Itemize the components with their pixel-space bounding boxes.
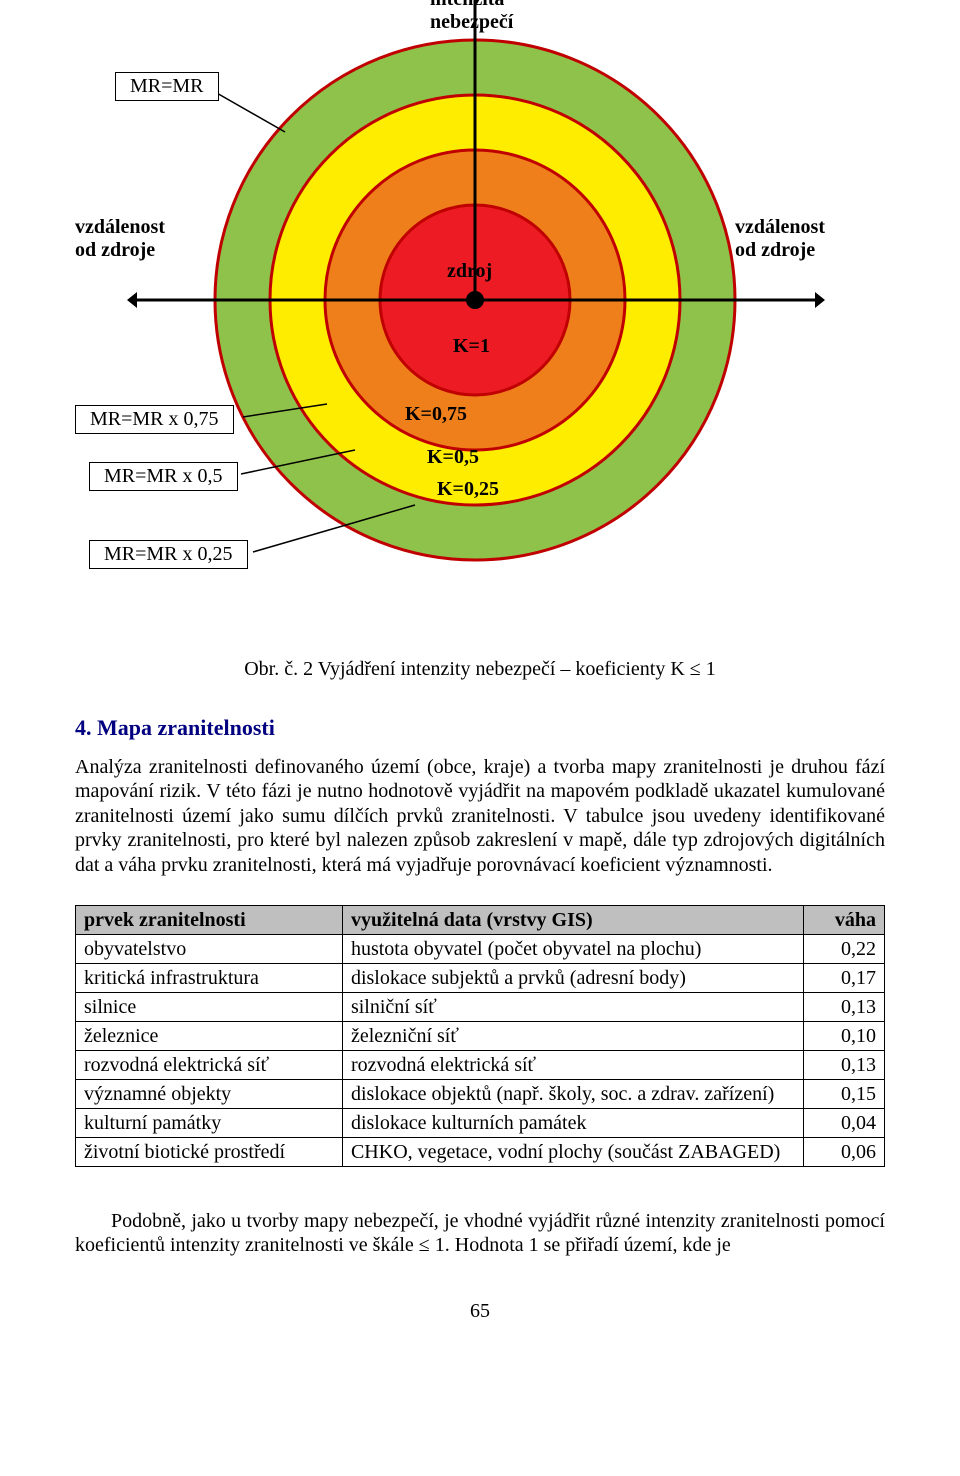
k-label-3: K=0,5 bbox=[427, 446, 479, 469]
cell-vaha: 0,17 bbox=[804, 963, 885, 992]
cell-vaha: 0,06 bbox=[804, 1137, 885, 1166]
th-data: využitelná data (vrstvy GIS) bbox=[342, 905, 803, 934]
center-label-zdroj: zdroj bbox=[447, 260, 492, 283]
cell-data: CHKO, vegetace, vodní plochy (součást ZA… bbox=[342, 1137, 803, 1166]
cell-data: dislokace subjektů a prvků (adresní body… bbox=[342, 963, 803, 992]
cell-data: silniční síť bbox=[342, 992, 803, 1021]
cell-vaha: 0,13 bbox=[804, 992, 885, 1021]
table-row: obyvatelstvohustota obyvatel (počet obyv… bbox=[76, 934, 885, 963]
cell-vaha: 0,13 bbox=[804, 1050, 885, 1079]
cell-data: hustota obyvatel (počet obyvatel na ploc… bbox=[342, 934, 803, 963]
cell-data: železniční síť bbox=[342, 1021, 803, 1050]
vulnerability-table: prvek zranitelnosti využitelná data (vrs… bbox=[75, 905, 885, 1167]
table-row: kulturní památkydislokace kulturních pam… bbox=[76, 1108, 885, 1137]
th-vaha: váha bbox=[804, 905, 885, 934]
cell-prvek: kritická infrastruktura bbox=[76, 963, 343, 992]
left-axis-label: vzdálenostod zdroje bbox=[75, 216, 165, 262]
table-header-row: prvek zranitelnosti využitelná data (vrs… bbox=[76, 905, 885, 934]
mr-box-1: MR=MR bbox=[115, 72, 219, 101]
cell-vaha: 0,15 bbox=[804, 1079, 885, 1108]
tail-paragraph: Podobně, jako u tvorby mapy nebezpečí, j… bbox=[75, 1209, 885, 1258]
mr-box-2: MR=MR x 0,75 bbox=[75, 405, 234, 434]
section-heading: 4. Mapa zranitelnosti bbox=[75, 715, 885, 741]
cell-prvek: kulturní památky bbox=[76, 1108, 343, 1137]
cell-vaha: 0,04 bbox=[804, 1108, 885, 1137]
table-row: životní biotické prostředíCHKO, vegetace… bbox=[76, 1137, 885, 1166]
cell-data: dislokace kulturních památek bbox=[342, 1108, 803, 1137]
k-label-2: K=0,75 bbox=[405, 403, 467, 426]
cell-prvek: významné objekty bbox=[76, 1079, 343, 1108]
table-row: rozvodná elektrická síťrozvodná elektric… bbox=[76, 1050, 885, 1079]
figure-caption: Obr. č. 2 Vyjádření intenzity nebezpečí … bbox=[75, 658, 885, 681]
cell-vaha: 0,10 bbox=[804, 1021, 885, 1050]
cell-prvek: životní biotické prostředí bbox=[76, 1137, 343, 1166]
mr-box-4: MR=MR x 0,25 bbox=[89, 540, 248, 569]
table-row: silnicesilniční síť0,13 bbox=[76, 992, 885, 1021]
cell-prvek: železnice bbox=[76, 1021, 343, 1050]
cell-vaha: 0,22 bbox=[804, 934, 885, 963]
cell-prvek: silnice bbox=[76, 992, 343, 1021]
mr-box-3: MR=MR x 0,5 bbox=[89, 462, 238, 491]
page-number: 65 bbox=[75, 1300, 885, 1323]
th-prvek: prvek zranitelnosti bbox=[76, 905, 343, 934]
k-label-4: K=0,25 bbox=[437, 478, 499, 501]
cell-prvek: rozvodná elektrická síť bbox=[76, 1050, 343, 1079]
diagram-title: intenzitanebezpečí bbox=[430, 0, 513, 34]
table-row: kritická infrastrukturadislokace subjekt… bbox=[76, 963, 885, 992]
hazard-intensity-diagram: intenzitanebezpečí vzdálenostod zdroje v… bbox=[75, 0, 885, 640]
cell-data: rozvodná elektrická síť bbox=[342, 1050, 803, 1079]
table-row: významné objektydislokace objektů (např.… bbox=[76, 1079, 885, 1108]
section-paragraph: Analýza zranitelnosti definovaného území… bbox=[75, 755, 885, 877]
table-row: železniceželezniční síť0,10 bbox=[76, 1021, 885, 1050]
k-label-1: K=1 bbox=[453, 335, 490, 358]
cell-data: dislokace objektů (např. školy, soc. a z… bbox=[342, 1079, 803, 1108]
cell-prvek: obyvatelstvo bbox=[76, 934, 343, 963]
right-axis-label: vzdálenostod zdroje bbox=[735, 216, 825, 262]
